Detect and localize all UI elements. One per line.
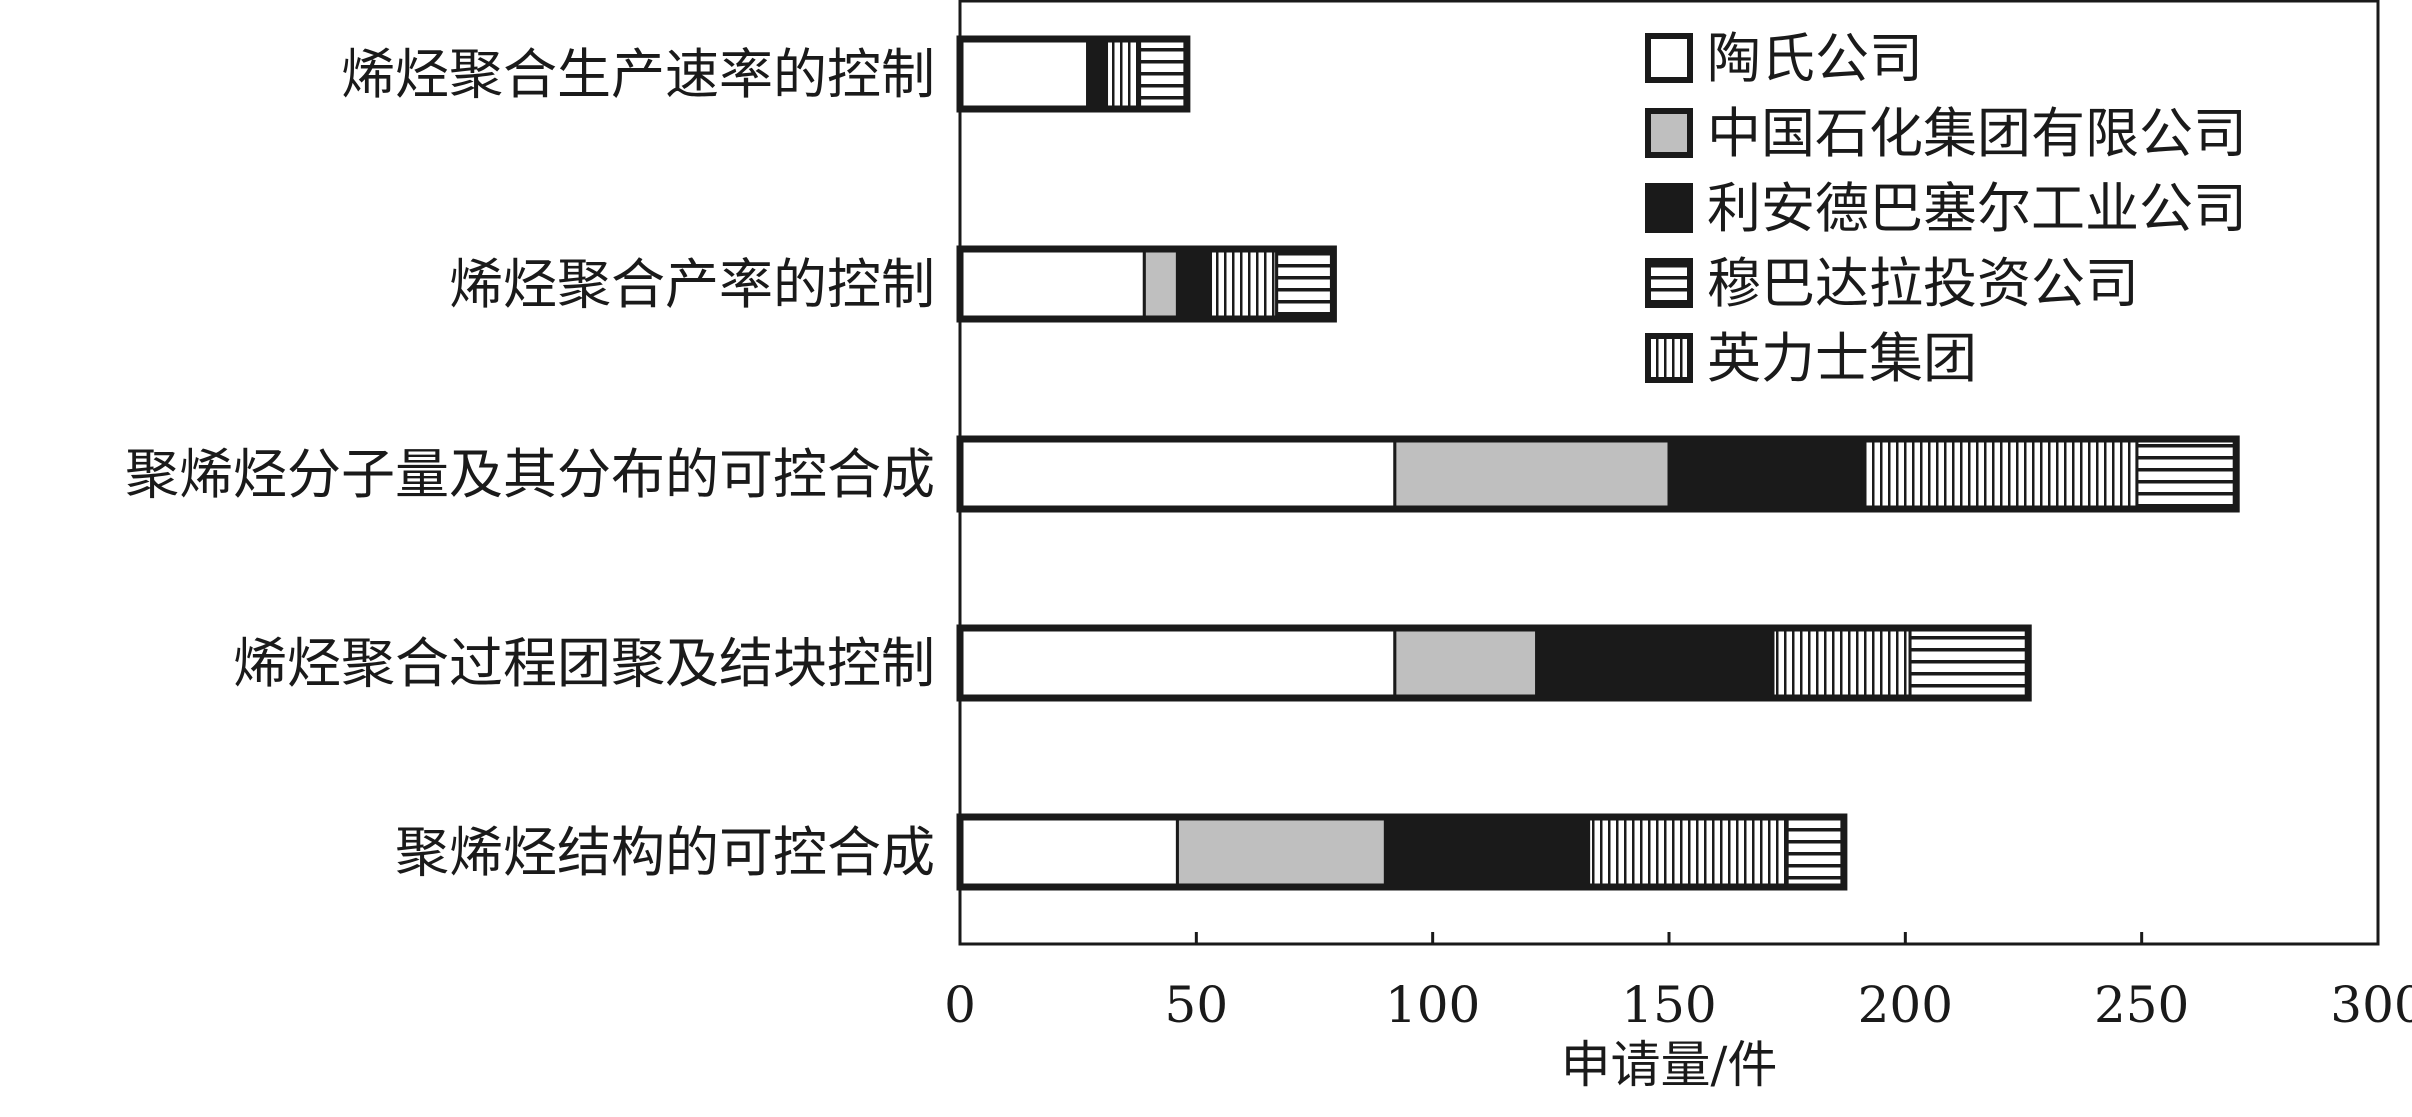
legend-swatch [1645,258,1693,308]
bar-segment-4-2 [1383,815,1591,889]
bar-segment-1-4 [1275,247,1335,321]
bar-outline-0 [956,35,1191,113]
category-label: 聚烯烃结构的可控合成 [395,821,935,884]
bar-segment-2-3 [1861,437,2139,511]
bar-segment-3-3 [1771,626,1912,700]
bar-segment-2-0 [958,437,1397,511]
legend-swatch [1645,333,1693,383]
bar-outline-3 [956,624,2032,702]
legend-label: 陶氏公司 [1707,27,1923,90]
bar-segment-3-1 [1393,626,1539,700]
x-tick-label: 300 [2330,976,2412,1034]
bar-segment-4-3 [1587,815,1789,889]
legend-label: 利安德巴塞尔工业公司 [1707,177,2247,240]
bar-segment-3-2 [1535,626,1775,700]
legend-swatch [1645,108,1693,158]
category-label: 烯烃聚合过程团聚及结块控制 [233,632,935,695]
bar-outline-4 [956,813,1848,891]
legend-label: 中国石化集团有限公司 [1707,102,2247,165]
bar-segment-3-4 [1908,626,2030,700]
bar-segment-2-4 [2135,437,2238,511]
bar-outline-2 [956,435,2240,513]
legend-label: 穆巴达拉投资公司 [1707,252,2139,315]
legend-label: 英力士集团 [1707,327,1977,390]
bar-segment-0-0 [958,37,1090,111]
legend-swatch [1645,33,1693,83]
category-label: 聚烯烃分子量及其分布的可控合成 [125,443,935,506]
bar-segment-4-0 [958,815,1179,889]
bar-segment-2-1 [1393,437,1671,511]
bar-segment-0-4 [1138,37,1189,111]
bar-segment-2-2 [1667,437,1865,511]
legend-swatch [1645,183,1693,233]
x-tick-label: 150 [1621,976,1716,1034]
bar-segment-0-3 [1105,37,1142,111]
x-tick-label: 200 [1858,976,1953,1034]
bar-segment-1-2 [1175,247,1213,321]
bar-segment-3-0 [958,626,1397,700]
x-tick-label: 50 [1165,976,1229,1034]
bar-segment-1-3 [1209,247,1279,321]
category-label: 烯烃聚合产率的控制 [449,253,935,316]
x-axis-label: 申请量/件 [1561,1036,1778,1094]
bar-segment-4-1 [1175,815,1387,889]
category-label: 烯烃聚合生产速率的控制 [341,43,935,106]
bar-segment-1-1 [1142,247,1179,321]
x-tick-label: 250 [2094,976,2189,1034]
bar-outline-1 [956,245,1337,323]
bar-segment-0-2 [1086,37,1109,111]
bar-segment-4-4 [1785,815,1846,889]
x-tick-label: 0 [944,976,976,1034]
x-tick-label: 100 [1385,976,1480,1034]
bar-segment-1-0 [958,247,1146,321]
